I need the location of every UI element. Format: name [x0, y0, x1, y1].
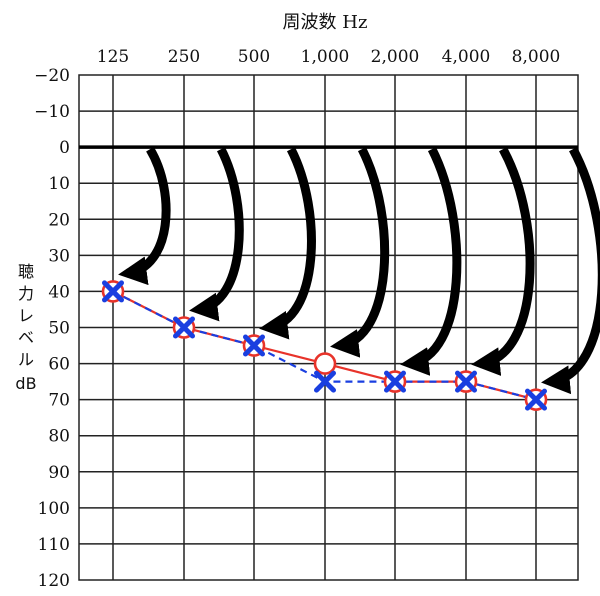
cross-stroke: [314, 370, 336, 393]
x-tick-label: 8,000: [512, 47, 561, 67]
y-axis-label-3: ベ: [18, 328, 34, 347]
curved-arrow: [118, 146, 171, 286]
x-tick-label: 2,000: [371, 47, 420, 67]
curved-arrow: [471, 146, 535, 376]
cross-marker: [173, 316, 195, 339]
y-axis-label-5: dB: [15, 374, 36, 393]
curved-arrow: [259, 147, 316, 340]
y-tick-label: 110: [38, 535, 70, 555]
x-tick-label: 1,000: [301, 47, 350, 67]
x-tick-label: 4,000: [442, 47, 491, 67]
x-tick-label: 500: [238, 47, 270, 67]
y-tick-label: 80: [48, 427, 70, 447]
y-axis-label-2: レ: [18, 306, 34, 325]
y-tick-label: 60: [48, 355, 70, 375]
y-tick-label: 50: [48, 319, 70, 339]
y-tick-label: 0: [59, 138, 70, 158]
cross-stroke: [173, 316, 195, 339]
cross-stroke: [455, 370, 477, 393]
y-tick-label: 10: [48, 174, 70, 194]
y-tick-label: −20: [34, 66, 70, 86]
y-tick-label: 90: [48, 463, 70, 483]
cross-marker: [525, 388, 547, 411]
y-axis-label-4: ル: [18, 350, 34, 369]
cross-stroke: [525, 388, 547, 411]
y-tick-label: 100: [38, 499, 70, 519]
cross-marker: [102, 280, 124, 303]
y-axis-label-0: 聴: [18, 262, 34, 281]
y-tick-label: 20: [48, 210, 70, 230]
chart-title: 周波数 Hz: [283, 12, 368, 33]
cross-marker: [314, 370, 336, 393]
circle-marker: [313, 352, 337, 375]
cross-stroke: [384, 370, 406, 393]
y-tick-label: 120: [38, 571, 70, 591]
cross-stroke: [102, 280, 124, 303]
cross-stroke: [243, 334, 265, 357]
cross-marker: [384, 370, 406, 393]
y-tick-label: 40: [48, 282, 70, 302]
y-tick-label: 30: [48, 246, 70, 266]
x-tick-label: 250: [168, 47, 200, 67]
curved-arrow: [330, 147, 390, 358]
cross-marker: [455, 370, 477, 393]
y-tick-label: 70: [48, 391, 70, 411]
curved-arrow: [189, 147, 244, 322]
cross-marker: [243, 334, 265, 357]
x-tick-label: 125: [97, 47, 129, 67]
y-axis-label-1: 力: [18, 284, 34, 303]
curved-arrow: [400, 147, 462, 376]
y-tick-label: −10: [34, 102, 70, 122]
curved-arrow: [541, 147, 600, 395]
